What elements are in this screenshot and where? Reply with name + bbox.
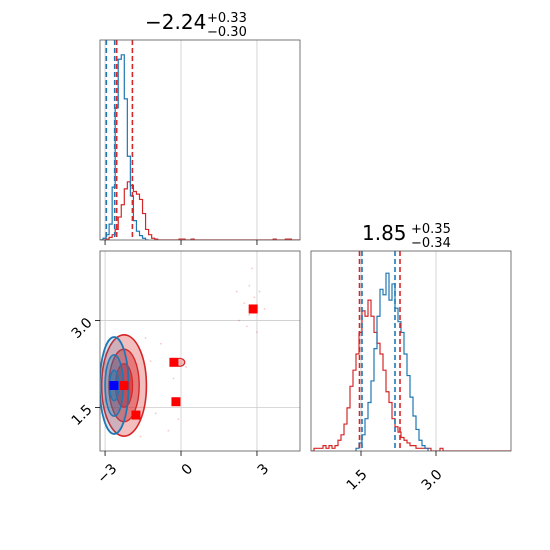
histogram-param-2: 1.5 3.0 bbox=[310, 250, 512, 494]
scatter-point-red bbox=[253, 296, 256, 299]
axes-frame bbox=[310, 250, 512, 452]
tick-marks: −3 0 3 1.5 3.0 bbox=[69, 315, 273, 487]
scatter-point-red bbox=[238, 319, 241, 322]
scatter-point-red bbox=[185, 366, 187, 368]
y-tick-label: 1.5 bbox=[69, 402, 96, 429]
marker-red-square bbox=[131, 410, 141, 420]
contour-series bbox=[100, 267, 266, 438]
scatter-point-red bbox=[243, 302, 246, 305]
x-tick-label: 3 bbox=[255, 461, 273, 479]
title-main-1: −2.24 bbox=[145, 10, 206, 34]
tick-marks bbox=[104, 240, 258, 245]
title-param-1: −2.24 +0.33 −0.30 bbox=[145, 10, 247, 40]
histogram-series bbox=[100, 40, 300, 240]
scatter-point-red bbox=[235, 290, 238, 293]
axes-frame bbox=[99, 250, 301, 452]
grid-lines bbox=[104, 40, 258, 240]
title-param-2: 1.85 +0.35 −0.34 bbox=[362, 221, 451, 251]
title-sub-1: −0.30 bbox=[207, 25, 247, 40]
x-tick-label: 0 bbox=[179, 461, 197, 479]
scatter-point-red bbox=[245, 325, 248, 328]
x-tick-label: −3 bbox=[94, 461, 120, 487]
histogram-red bbox=[100, 181, 300, 240]
title-sub-2: −0.34 bbox=[411, 236, 451, 251]
joint-density-panel: −3 0 3 1.5 3.0 bbox=[69, 250, 301, 487]
tick-marks: 1.5 3.0 bbox=[344, 451, 446, 494]
histogram-series bbox=[311, 251, 511, 451]
scatter-point-red bbox=[177, 418, 180, 421]
histogram-param-1 bbox=[99, 39, 301, 245]
histogram-blue bbox=[355, 272, 429, 451]
marker-red-square bbox=[248, 304, 258, 314]
scatter-point-red bbox=[250, 267, 253, 270]
marker-blue-square bbox=[109, 380, 119, 390]
y-tick-label: 3.0 bbox=[69, 315, 96, 342]
scatter-point-red bbox=[144, 337, 147, 339]
title-sup-1: +0.33 bbox=[207, 11, 247, 26]
scatter-point-red bbox=[154, 412, 157, 415]
y-tick-label: 3.0 bbox=[419, 467, 446, 494]
scatter-point-red bbox=[248, 313, 251, 316]
scatter-point-red bbox=[248, 284, 251, 287]
scatter-point-red bbox=[167, 429, 170, 432]
grid-lines bbox=[100, 251, 300, 451]
scatter-point-red bbox=[172, 377, 175, 380]
marker-red-square bbox=[169, 357, 179, 367]
scatter-point-red bbox=[159, 342, 162, 345]
scatter-point-red bbox=[256, 331, 258, 334]
title-main-2: 1.85 bbox=[362, 221, 407, 245]
grid-lines bbox=[360, 251, 437, 451]
title-sup-2: +0.35 bbox=[411, 222, 451, 237]
axes-frame bbox=[99, 39, 301, 241]
marker-red-square bbox=[119, 380, 129, 390]
histogram-red bbox=[311, 299, 511, 451]
y-tick-label: 1.5 bbox=[344, 467, 371, 494]
scatter-point-red bbox=[263, 308, 266, 310]
scatter-point-red bbox=[139, 435, 142, 438]
scatter-point-red bbox=[258, 290, 261, 293]
marker-red-square bbox=[171, 397, 181, 407]
histogram-blue bbox=[100, 54, 149, 240]
scatter-point-red bbox=[149, 360, 152, 363]
